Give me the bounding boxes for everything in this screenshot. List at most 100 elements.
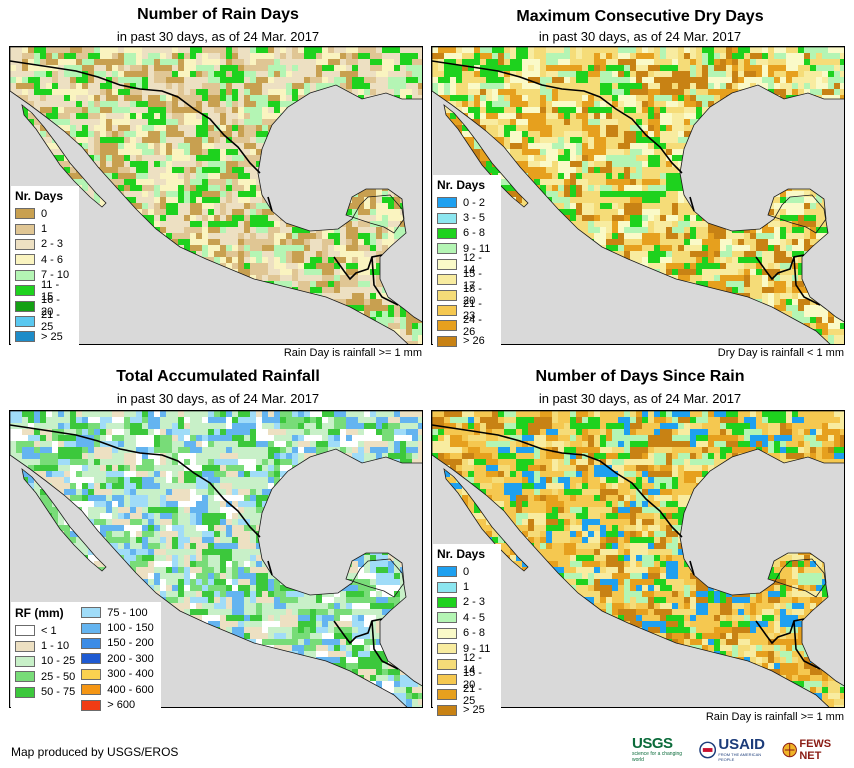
legend-item: > 26 [437, 334, 496, 349]
legend-swatch [15, 223, 35, 235]
legend-item: 300 - 400 [81, 667, 154, 682]
legend-label: 75 - 100 [107, 606, 148, 619]
legend-item: 10 - 25 [15, 654, 75, 669]
legend-item: 1 - 10 [15, 638, 75, 653]
legend-swatch [437, 197, 457, 209]
legend-label: 400 - 600 [107, 683, 154, 696]
legend-label: 300 - 400 [107, 668, 154, 681]
legend-item: 15 - 17 [437, 268, 496, 292]
legend-swatch [15, 331, 35, 343]
legend-swatch [81, 622, 102, 634]
legend-swatch [15, 208, 35, 220]
legend-item: 50 - 75 [15, 685, 75, 700]
legend-item: 12 - 14 [437, 652, 496, 676]
legend-label: 24 - 26 [463, 313, 482, 338]
legend-label: 18 - 20 [463, 283, 482, 308]
legend-label: 0 - 2 [463, 196, 486, 209]
country-border [267, 560, 273, 576]
legend-swatch [437, 643, 457, 655]
coastline [432, 47, 844, 344]
legend-swatch [437, 596, 457, 608]
legend-item: 1 [15, 221, 74, 236]
usaid-logo[interactable]: USAID FROM THE AMERICAN PEOPLE [699, 737, 776, 762]
panel-subtitle: in past 30 days, as of 24 Mar. 2017 [116, 29, 320, 44]
legend-label: 15 - 20 [463, 667, 482, 692]
legend-item: 0 [437, 564, 496, 579]
legend-title: RF (mm) [15, 606, 64, 620]
country-border [10, 60, 261, 174]
legend-item: 9 - 11 [437, 641, 496, 656]
legend-title: Nr. Days [437, 178, 486, 192]
country-border [371, 256, 399, 306]
panel-title: Total Accumulated Rainfall [116, 368, 320, 385]
legend-swatch [15, 315, 35, 327]
country-border [267, 196, 273, 212]
legend-swatch [15, 238, 35, 250]
coastline [767, 552, 827, 598]
legend-swatch [437, 673, 457, 685]
legend-days-since-rain: Nr. Days 0 1 2 - 3 4 - 5 6 - 8 9 - 11 12 - 14 1… [433, 544, 501, 721]
legend-item: 6 - 8 [437, 226, 496, 241]
legend-label: 16 - 20 [41, 294, 60, 319]
usgs-logo[interactable]: USGS science for a changing world [632, 736, 693, 763]
country-border [432, 60, 683, 174]
legend-label: 200 - 300 [107, 652, 154, 665]
country-border [10, 424, 261, 538]
legend-swatch [437, 335, 457, 347]
legend-label: 2 - 3 [463, 596, 486, 609]
legend-item: 1 [437, 579, 496, 594]
legend-swatch [15, 285, 35, 297]
legend-item: 4 - 6 [15, 252, 74, 267]
coastline [345, 188, 405, 234]
legend-label: 1 [41, 223, 48, 236]
logo-strip: USGS science for a changing world USAID … [632, 736, 854, 763]
legend-swatch [437, 566, 457, 578]
legend-swatch [15, 655, 35, 667]
legend-title: Nr. Days [437, 547, 486, 561]
country-border [371, 620, 399, 670]
legend-swatch [437, 243, 457, 255]
legend-label: > 26 [463, 335, 485, 348]
legend-label: < 1 [41, 624, 57, 637]
coastline [10, 411, 422, 707]
legend-swatch [15, 671, 35, 683]
panel-subtitle: in past 30 days, as of 24 Mar. 2017 [116, 391, 320, 406]
legend-label: 11 - 15 [41, 278, 60, 303]
legend-swatch [437, 627, 457, 639]
legend-swatch [437, 320, 457, 332]
legend-item: 3 - 5 [437, 210, 496, 225]
legend-label: 3 - 5 [463, 212, 486, 225]
legend-label: 1 - 10 [41, 640, 70, 653]
legend-label: 25 - 50 [41, 670, 76, 683]
legend-swatch [81, 684, 102, 696]
legend-label: 4 - 5 [463, 611, 486, 624]
legend-item: > 25 [437, 703, 496, 718]
panel-subtitle: in past 30 days, as of 24 Mar. 2017 [538, 29, 742, 44]
fews-net-globe-icon [782, 742, 797, 757]
legend-label: 21 - 23 [463, 298, 482, 323]
legend-item: 7 - 10 [15, 268, 74, 283]
legend-label: 9 - 11 [463, 642, 491, 655]
legend-item: 16 - 20 [15, 294, 74, 318]
legend-swatch [15, 686, 35, 698]
legend-label: 12 - 14 [463, 252, 482, 277]
legend-item: 75 - 100 [81, 605, 153, 620]
legend-title: Nr. Days [15, 189, 64, 203]
legend-swatch [81, 637, 102, 649]
legend-item: 15 - 20 [437, 667, 496, 691]
coastline [345, 552, 405, 598]
legend-dry-days: Nr. Days 0 - 2 3 - 5 6 - 8 9 - 11 12 - 14 15 … [433, 175, 501, 352]
map-credit: Map produced by USGS/EROS [11, 745, 179, 759]
legend-swatch [437, 274, 457, 286]
coastline [443, 468, 529, 572]
legend-swatch [437, 581, 457, 593]
legend-swatch [81, 668, 102, 680]
legend-label: 100 - 150 [107, 622, 154, 635]
legend-item: < 1 [15, 623, 75, 638]
legend-label: 4 - 6 [41, 253, 64, 266]
legend-swatch [437, 258, 457, 270]
legend-swatch [437, 212, 457, 224]
legend-swatch [15, 269, 35, 281]
fews-net-logo[interactable]: FEWS NET [782, 738, 854, 762]
legend-label: 6 - 8 [463, 227, 486, 240]
